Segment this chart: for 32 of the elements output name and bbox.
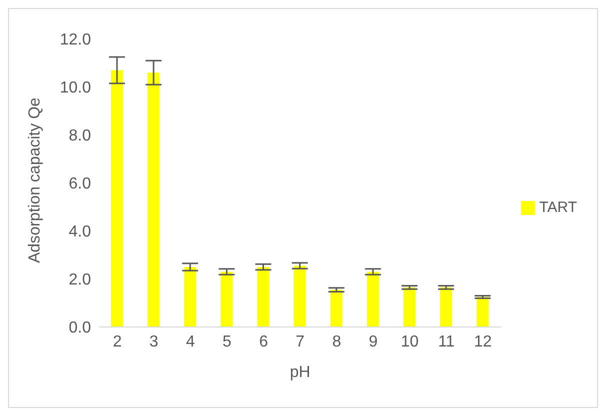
x-tick-label: 9: [368, 333, 378, 350]
y-axis-title: Adsorption capacity Qe: [26, 97, 44, 263]
bar: [404, 287, 416, 327]
bar: [330, 290, 342, 327]
x-axis-title: pH: [290, 364, 310, 381]
bar: [184, 267, 196, 327]
x-tick-label: 10: [400, 333, 419, 350]
x-tick-label: 5: [222, 333, 232, 350]
x-tick-label: 6: [259, 333, 268, 350]
bar: [148, 72, 160, 327]
bar: [294, 266, 306, 327]
x-tick-label: 12: [474, 333, 492, 350]
bar: [476, 297, 489, 327]
y-tick-label: 0.0: [68, 320, 92, 337]
x-tick-label: 2: [112, 333, 122, 350]
x-tick-label: 3: [149, 333, 158, 350]
legend-label: TART: [539, 199, 577, 216]
x-tick-label: 7: [296, 333, 305, 350]
y-tick-label: 10.0: [60, 80, 92, 97]
y-tick-label: 8.0: [68, 128, 92, 145]
x-tick-label: 4: [186, 333, 195, 350]
bar: [440, 287, 452, 327]
bar: [257, 267, 270, 327]
bar: [111, 70, 123, 327]
x-tick-label: 11: [438, 333, 455, 350]
bar: [220, 272, 233, 327]
x-tick-label: 8: [332, 333, 342, 350]
y-tick-label: 2.0: [68, 272, 92, 289]
y-tick-label: 4.0: [68, 224, 92, 241]
y-tick-label: 12.0: [60, 32, 92, 49]
y-tick-label: 6.0: [68, 176, 92, 193]
bar: [366, 272, 379, 327]
